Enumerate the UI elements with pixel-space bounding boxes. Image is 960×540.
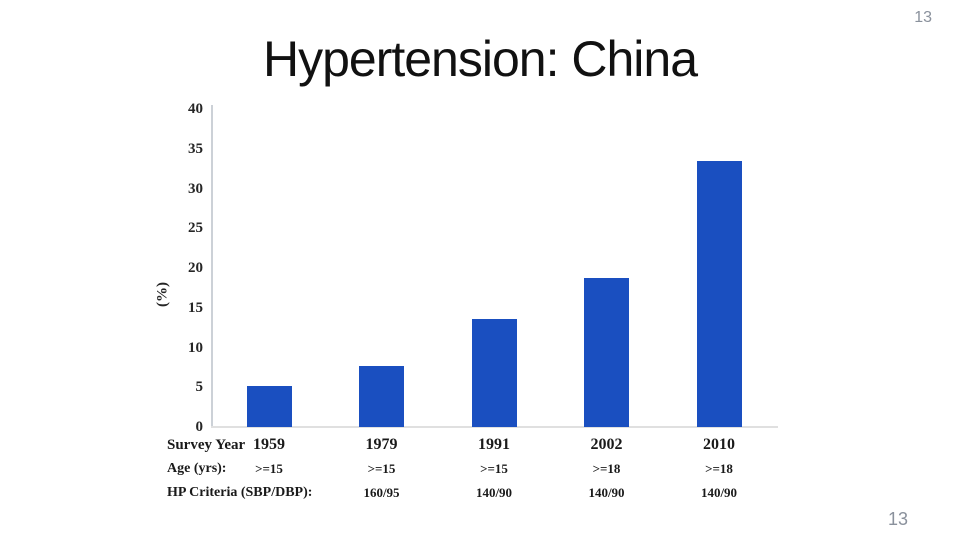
table-cell-r1-c5: 2010 (703, 436, 735, 453)
table-cell-r2-c2: >=15 (367, 461, 396, 476)
table-cell-r2-c4: >=18 (592, 461, 621, 476)
bar-1991 (471, 318, 517, 427)
table-cell-r1-c2: 1979 (365, 436, 398, 453)
y-tick-label-5: 5 (195, 379, 204, 396)
bar-2002 (584, 277, 629, 427)
slide-title: Hypertension: China (262, 31, 698, 87)
table-cell-r3-c3: 140/90 (475, 485, 513, 500)
table-cell-r2-c5: >=18 (705, 461, 733, 476)
x-axis-line (211, 426, 778, 428)
table-row-label-3: HP Criteria (SBP/DBP): (167, 485, 313, 500)
y-tick-label-20: 20 (188, 260, 203, 276)
y-tick-label-25: 25 (188, 220, 203, 237)
table-cell-r3-c2: 160/95 (363, 485, 400, 500)
table-cell-r3-c4: 140/90 (588, 485, 625, 500)
y-tick-label-35: 35 (188, 140, 203, 157)
y-axis-line (211, 105, 213, 427)
table-cell-r1-c1: 1959 (253, 436, 285, 453)
y-tick-label-40: 40 (188, 101, 203, 117)
table-cell-r2-c1: >=15 (255, 461, 283, 476)
table-cell-r3-c5: 140/90 (700, 485, 738, 500)
table-row-label-2: Age (yrs): (167, 461, 227, 476)
y-tick-label-15: 15 (188, 299, 203, 316)
table-row-label-1: Survey Year (167, 437, 246, 453)
bar-2010 (696, 160, 742, 427)
y-tick-label-10: 10 (188, 339, 203, 356)
bar-1979 (359, 365, 404, 427)
bar-1959 (246, 386, 292, 427)
page-number-bottom: 13 (887, 509, 908, 529)
page-number-top: 13 (914, 9, 932, 26)
y-tick-label-0: 0 (195, 419, 204, 435)
table-cell-r1-c3: 1991 (478, 436, 510, 453)
table-cell-r1-c4: 2002 (590, 436, 623, 453)
table-cell-r2-c3: >=15 (480, 461, 508, 476)
y-tick-label-30: 30 (188, 180, 203, 197)
